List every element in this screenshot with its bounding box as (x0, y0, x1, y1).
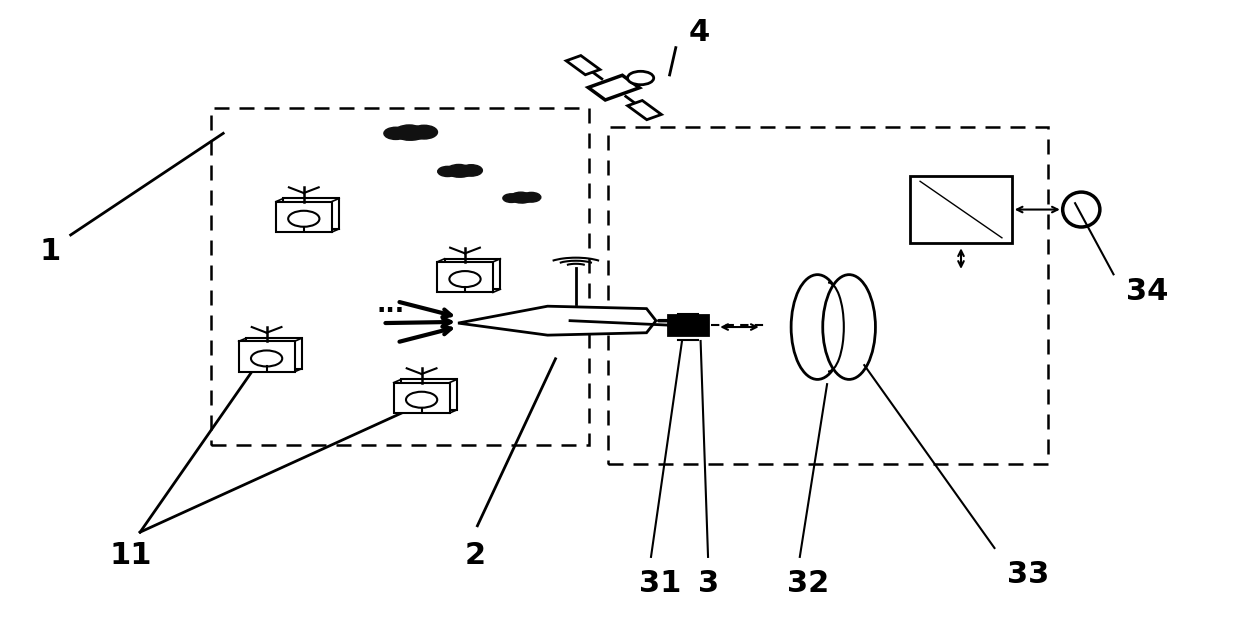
Bar (275, 201, 332, 232)
Text: 3: 3 (698, 569, 719, 598)
Circle shape (510, 192, 531, 203)
Bar (394, 382, 449, 413)
Text: 4: 4 (688, 18, 709, 47)
Circle shape (402, 128, 425, 140)
Bar (246, 338, 303, 368)
Circle shape (410, 125, 438, 139)
Circle shape (438, 166, 458, 177)
Circle shape (453, 167, 472, 177)
Ellipse shape (791, 275, 844, 380)
Text: 1: 1 (40, 237, 61, 266)
Circle shape (288, 211, 320, 227)
Circle shape (394, 125, 424, 140)
Bar (238, 342, 295, 372)
Bar (668, 315, 708, 335)
Bar (284, 198, 340, 229)
Text: 2: 2 (465, 541, 486, 570)
Circle shape (446, 164, 471, 177)
Text: ···: ··· (377, 299, 404, 323)
Bar (910, 176, 1012, 243)
Bar (402, 380, 456, 410)
Circle shape (516, 194, 532, 203)
Text: 11: 11 (109, 541, 151, 570)
Circle shape (627, 71, 653, 84)
Circle shape (460, 164, 482, 176)
Text: 32: 32 (787, 569, 830, 598)
Polygon shape (588, 76, 640, 100)
Text: 34: 34 (1126, 277, 1168, 305)
Circle shape (449, 271, 481, 287)
Bar (211, 108, 589, 444)
Circle shape (250, 351, 283, 366)
Polygon shape (458, 306, 656, 335)
Circle shape (503, 194, 520, 203)
Circle shape (384, 127, 408, 140)
Polygon shape (627, 100, 661, 120)
Bar (444, 259, 500, 290)
Text: 33: 33 (1007, 560, 1049, 589)
Text: 31: 31 (639, 569, 681, 598)
Ellipse shape (1063, 192, 1100, 227)
Circle shape (405, 392, 438, 408)
Bar (436, 262, 492, 292)
Ellipse shape (823, 275, 875, 380)
Circle shape (522, 192, 541, 202)
Bar (608, 127, 1048, 464)
Polygon shape (567, 55, 600, 75)
